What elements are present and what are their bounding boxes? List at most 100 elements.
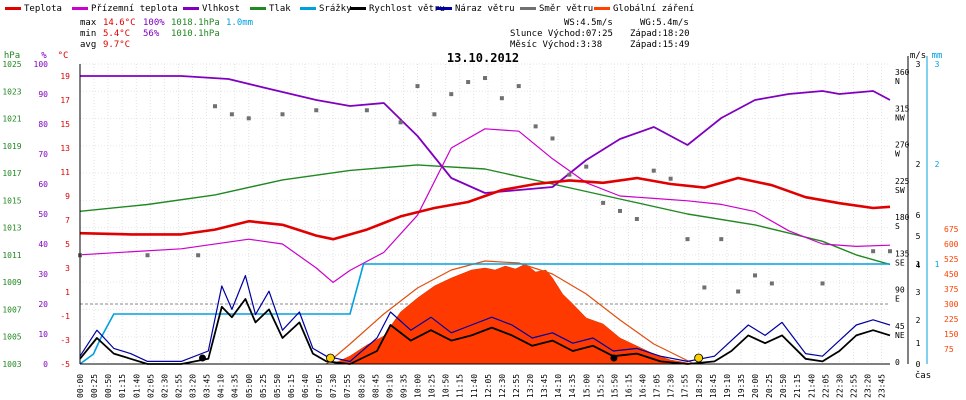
dir-name-5: SE	[895, 258, 905, 267]
temp-tick-2: 15	[60, 120, 70, 129]
legend-swatch-6	[436, 7, 452, 10]
unit-degc: °C	[58, 51, 69, 61]
legend-swatch-4	[300, 7, 316, 10]
humidity-tick-2: 80	[38, 120, 48, 129]
astro-ws: WS:4.5m/s	[564, 18, 613, 28]
time-tick-10: 04:10	[217, 374, 226, 398]
time-tick-51: 21:15	[793, 374, 802, 398]
humidity-tick-8: 20	[38, 300, 48, 309]
time-tick-20: 08:20	[357, 374, 366, 398]
wind-dir-point-29	[736, 289, 741, 294]
ms-tick-9: 0	[916, 360, 921, 369]
time-tick-1: 00:25	[90, 374, 99, 398]
astro-moon-set: Západ:15:49	[630, 40, 690, 50]
series-radiation-theory	[326, 260, 695, 365]
time-tick-54: 22:30	[835, 374, 844, 398]
dir-name-6: E	[895, 295, 900, 304]
unit-hpa: hPa	[4, 51, 20, 61]
temp-tick-3: 13	[60, 144, 70, 153]
wind-dir-point-7	[314, 108, 319, 113]
pressure-tick-1: 1023	[2, 87, 21, 96]
series-wind	[79, 298, 891, 365]
rad-tick-0: 675	[944, 225, 959, 234]
temp-tick-6: 7	[65, 216, 70, 225]
series-rain	[79, 263, 890, 365]
wind-dir-point-8	[364, 108, 369, 113]
wind-dir-point-26	[685, 237, 690, 242]
astro-block: WS:4.5m/s WG:5.4m/s Slunce Východ:07:25 …	[510, 18, 690, 50]
astro-sun: Slunce Východ:07:25	[510, 29, 613, 39]
dir-tick-0: 360	[895, 68, 910, 77]
wind-dir-point-14	[483, 76, 487, 81]
dir-name-7: NE	[895, 331, 905, 340]
time-tick-46: 19:10	[723, 374, 732, 398]
rad-tick-3: 450	[944, 270, 959, 279]
rad-tick-6: 225	[944, 315, 959, 324]
mm-tick-0: 3	[935, 60, 940, 69]
humidity-tick-9: 10	[38, 330, 48, 339]
dir-name-2: W	[895, 150, 900, 159]
stat-min-hum: 56%	[143, 29, 160, 39]
temp-tick-12: -5	[60, 360, 70, 369]
wind-dir-point-31	[769, 281, 774, 286]
temp-tick-8: 3	[65, 264, 70, 273]
ms-tick-7: 2	[916, 316, 921, 325]
ms-tick-8: 1	[916, 339, 921, 348]
wind-dir-point-13	[466, 80, 471, 85]
humidity-tick-3: 70	[38, 150, 48, 159]
time-tick-52: 21:40	[807, 374, 816, 398]
moon-marker-1	[610, 354, 618, 362]
dir-name-4: S	[895, 222, 900, 231]
pressure-tick-10: 1005	[2, 333, 21, 342]
sun-marker-0	[326, 353, 335, 363]
time-tick-4: 01:40	[132, 374, 141, 398]
chart-title: 13.10.2012	[447, 51, 519, 65]
pressure-tick-0: 1025	[2, 60, 21, 69]
series-radiation-area	[332, 263, 695, 365]
rad-tick-4: 375	[944, 285, 959, 294]
legend-swatch-1	[72, 7, 88, 10]
stat-max-temp: 14.6°C	[103, 18, 136, 28]
time-tick-48: 20:00	[751, 374, 760, 398]
stat-max-press: 1018.1hPa	[171, 18, 220, 28]
humidity-tick-4: 60	[38, 180, 48, 189]
moon-marker-0	[199, 354, 207, 362]
wind-dir-point-19	[567, 172, 572, 177]
temp-tick-7: 5	[65, 240, 70, 249]
sun-marker-1	[694, 353, 704, 363]
time-tick-13: 05:25	[259, 374, 268, 398]
rad-tick-1: 600	[944, 240, 959, 249]
time-tick-19: 07:55	[343, 374, 352, 398]
rad-tick-7: 150	[944, 330, 959, 339]
unit-pct: %	[41, 51, 47, 61]
time-tick-35: 14:35	[568, 374, 577, 398]
wind-dir-point-11	[432, 112, 437, 117]
dir-tick-4: 180	[895, 213, 910, 222]
mm-tick-1: 2	[935, 160, 940, 169]
wind-dir-point-10	[415, 84, 420, 89]
time-tick-50: 20:50	[779, 374, 788, 398]
wind-dir-point-24	[651, 168, 656, 173]
dir-name-0: N	[895, 77, 900, 86]
time-tick-5: 02:05	[146, 374, 155, 398]
time-tick-31: 12:55	[512, 374, 521, 398]
wind-dir-point-23	[634, 217, 639, 221]
time-tick-49: 20:25	[765, 374, 774, 398]
wind-dir-point-34	[888, 249, 892, 254]
wind-dir-point-25	[668, 176, 673, 181]
time-tick-0: 00:00	[76, 374, 85, 398]
series-temperature	[79, 176, 891, 241]
dir-tick-2: 270	[895, 141, 910, 150]
pressure-tick-9: 1007	[2, 305, 21, 314]
time-tick-11: 04:35	[231, 374, 240, 398]
time-tick-24: 10:00	[414, 374, 423, 398]
time-tick-14: 05:50	[273, 374, 282, 398]
legend-label-8: Globální záření	[613, 4, 694, 14]
time-tick-40: 16:40	[639, 374, 648, 398]
plot-area	[78, 75, 892, 365]
legend-label-2: Vlhkost	[202, 4, 240, 14]
pressure-tick-6: 1013	[2, 224, 21, 233]
stat-avg-label: avg	[80, 40, 96, 50]
time-tick-30: 12:30	[498, 374, 507, 398]
